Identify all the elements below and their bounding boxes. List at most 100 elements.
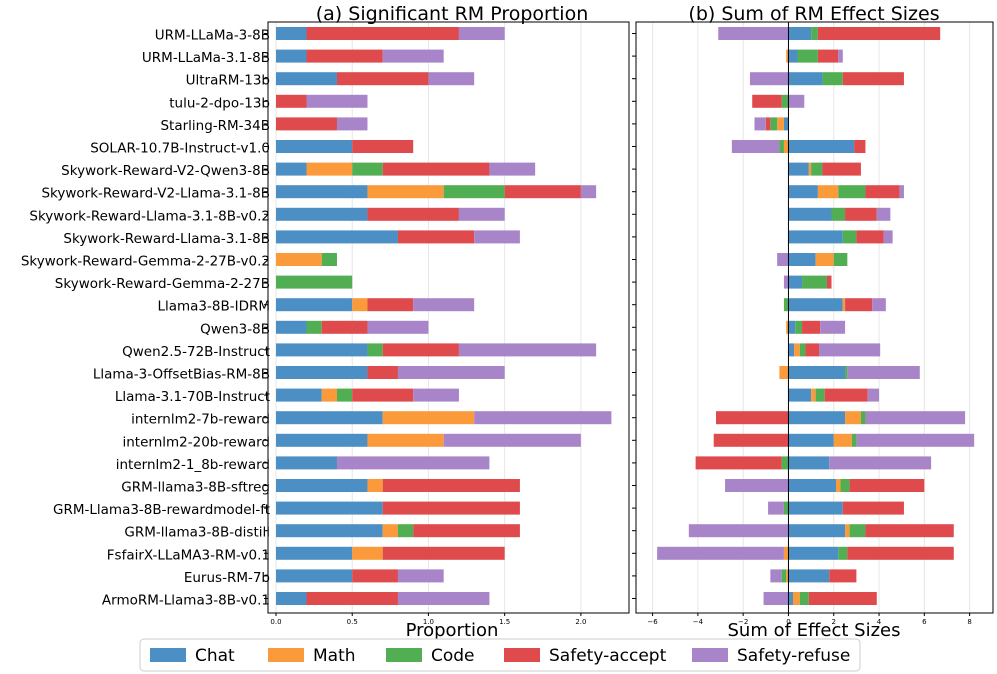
bar-chat-llama3-8b-idrm (276, 298, 353, 312)
bar-safety-refuse-grm-llama3-8b-distill (688, 524, 789, 538)
bar-safety-accept-urm-llama-3-8b (817, 27, 941, 40)
bar-chat-llama-3-1-70b-instruct (788, 388, 812, 402)
bar-safety-accept-internlm2-1-8b-reward (695, 456, 782, 470)
bar-math-grm-llama3-8b-sftreg (367, 479, 383, 492)
bar-chat-skywork-reward-v2-qwen3-8b (788, 162, 809, 176)
bar-code-skywork-reward-gemma-2-27b (802, 275, 827, 289)
bar-chat-grm-llama3-8b-sftreg (788, 479, 837, 492)
bar-chat-armorm-llama3-8b-v0-1 (276, 592, 307, 605)
x-tick-label: 2 (832, 618, 836, 626)
category-label-llama-3-offsetbias-rm-8b: Llama-3-OffsetBias-RM-8B (93, 367, 270, 383)
bar-code-skywork-reward-gemma-2-27b-v0-2 (833, 253, 848, 266)
category-label-skywork-reward-llama-3-1-8b-v0-2: Skywork-Reward-Llama-3.1-8B-v0.2 (29, 208, 270, 224)
bar-safety-refuse-skywork-reward-llama-3-1-8b-v0-2 (876, 207, 891, 221)
category-label-llama3-8b-idrm: Llama3-8B-IDRM (157, 299, 270, 315)
bar-chat-urm-llama-3-1-8b (788, 49, 798, 63)
panel-a-title: (a) Significant RM Proportion (316, 3, 589, 25)
bar-code-grm-llama3-8b-rewardmodel-ft (783, 501, 789, 515)
bar-chat-internlm2-7b-reward (788, 411, 846, 425)
bar-chat-internlm2-1-8b-reward (788, 456, 830, 470)
bar-safety-refuse-eurus-rm-7b (397, 569, 444, 583)
bar-math-solar-10-7b-instruct-v1-0 (783, 140, 789, 153)
bar-safety-refuse-qwen2-5-72b-instruct (458, 343, 597, 357)
legend-items: Chat Math Code Safety-accept Safety-refuse (150, 646, 850, 666)
bar-safety-accept-llama3-8b-idrm (367, 298, 414, 312)
bar-code-tulu-2-dpo-13b (781, 94, 789, 108)
bar-safety-refuse-skywork-reward-v2-llama-3-1-8b (580, 185, 597, 199)
bar-code-grm-llama3-8b-distill (849, 524, 866, 538)
x-tick-label: −4 (693, 618, 704, 626)
x-tick-label: 0.0 (270, 618, 281, 626)
bar-chat-skywork-reward-v2-llama-3-1-8b (788, 185, 818, 199)
bar-safety-accept-skywork-reward-llama-3-1-8b-v0-2 (845, 207, 877, 221)
bar-safety-accept-internlm2-20b-reward (713, 433, 789, 447)
bar-math-fsfairx-llama3-rm-v0-1 (783, 546, 789, 560)
bar-math-fsfairx-llama3-rm-v0-1 (352, 546, 383, 560)
bar-math-internlm2-7b-reward (845, 411, 861, 425)
bar-safety-accept-eurus-rm-7b (829, 569, 857, 583)
category-label-grm-llama3-8b-rewardmodel-ft: GRM-Llama3-8B-rewardmodel-ft (53, 502, 270, 518)
bar-math-skywork-reward-gemma-2-27b-v0-2 (815, 253, 834, 266)
bar-code-fsfairx-llama3-rm-v0-1 (838, 546, 848, 560)
panel-b: (b) Sum of RM Effect Sizes −6 −4 −2 0 2 4 6 8 S… (635, 3, 994, 641)
bar-math-llama-3-1-70b-instruct (811, 388, 816, 402)
bar-safety-accept-urm-llama-3-8b (306, 27, 459, 40)
legend-label-math: Math (313, 646, 356, 666)
bar-code-skywork-reward-v2-qwen3-8b (811, 162, 823, 176)
bar-safety-refuse-qwen2-5-72b-instruct (819, 343, 881, 357)
category-label-ultrarm-13b: UltraRM-13b (186, 73, 270, 89)
bar-chat-llama-3-offsetbias-rm-8b (788, 366, 846, 379)
bar-chat-starling-rm-34b (783, 117, 789, 131)
bar-chat-skywork-reward-llama-3-1-8b (276, 230, 398, 244)
bar-safety-accept-llama-3-1-70b-instruct (352, 388, 414, 402)
panel-a-x-ticks: 0.0 0.5 1.0 1.5 2.0 (270, 613, 586, 626)
bar-safety-accept-skywork-reward-v2-qwen3-8b (822, 162, 861, 176)
bar-code-grm-llama3-8b-distill (397, 524, 414, 538)
bar-chat-grm-llama3-8b-rewardmodel-ft (788, 501, 843, 515)
bar-code-armorm-llama3-8b-v0-1 (799, 592, 809, 605)
bar-math-qwen2-5-72b-instruct (794, 343, 800, 357)
bar-code-solar-10-7b-instruct-v1-0 (779, 140, 784, 153)
bar-chat-qwen2-5-72b-instruct (276, 343, 368, 357)
bar-code-skywork-reward-llama-3-1-8b (842, 230, 857, 244)
bar-chat-eurus-rm-7b (788, 569, 830, 583)
bar-chat-grm-llama3-8b-distill (788, 524, 846, 538)
bar-chat-ultrarm-13b (276, 72, 337, 86)
x-tick-label: 4 (877, 618, 882, 626)
bar-safety-refuse-skywork-reward-gemma-2-27b (783, 275, 789, 289)
category-label-starling-rm-34b: Starling-RM-34B (160, 118, 270, 134)
panel-a: (a) Significant RM Proportion 0.0 0.5 1.0 1… (21, 3, 636, 641)
panel-b-frame (635, 21, 994, 614)
bar-safety-accept-internlm2-7b-reward (715, 411, 789, 425)
legend-swatch-safety-refuse (692, 648, 728, 662)
bar-math-grm-llama3-8b-distill (845, 524, 850, 538)
x-tick-label: 0.5 (347, 618, 358, 626)
bar-safety-refuse-eurus-rm-7b (770, 569, 782, 583)
bar-chat-skywork-reward-v2-qwen3-8b (276, 162, 307, 176)
bar-safety-accept-qwen3-8b (802, 320, 821, 334)
bar-safety-refuse-skywork-reward-llama-3-1-8b (474, 230, 520, 244)
bar-code-internlm2-1-8b-reward (781, 456, 789, 470)
bar-chat-internlm2-7b-reward (276, 411, 383, 425)
bar-math-urm-llama-3-1-8b (786, 49, 789, 63)
bar-safety-refuse-urm-llama-3-8b (718, 27, 789, 40)
bar-math-skywork-reward-v2-llama-3-1-8b (817, 185, 839, 199)
bar-safety-accept-qwen2-5-72b-instruct (805, 343, 820, 357)
category-label-qwen2-5-72b-instruct: Qwen2.5-72B-Instruct (122, 344, 270, 360)
bar-safety-accept-solar-10-7b-instruct-v1-0 (854, 140, 866, 153)
bar-code-ultrarm-13b (822, 72, 843, 86)
bar-safety-accept-fsfairx-llama3-rm-v0-1 (382, 546, 505, 560)
bar-code-skywork-reward-gemma-2-27b (276, 275, 353, 289)
panel-b-x-ticks: −6 −4 −2 0 2 4 6 8 (647, 613, 972, 626)
legend-swatch-safety-accept (504, 648, 540, 662)
bar-safety-accept-skywork-reward-llama-3-1-8b-v0-2 (367, 207, 459, 221)
bar-code-internlm2-20b-reward (851, 433, 857, 447)
bar-code-qwen2-5-72b-instruct (367, 343, 383, 357)
panel-a-bars (276, 27, 612, 605)
bar-code-llama-3-1-70b-instruct (815, 388, 825, 402)
bar-safety-accept-starling-rm-34b (765, 117, 771, 131)
legend-swatch-math (268, 648, 304, 662)
bar-safety-accept-qwen3-8b (321, 320, 368, 334)
bar-safety-refuse-starling-rm-34b (754, 117, 766, 131)
